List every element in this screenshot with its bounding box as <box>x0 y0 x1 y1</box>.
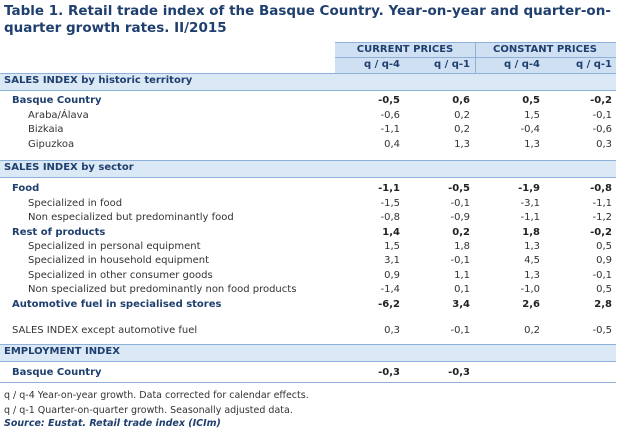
cell-value: -0,4 <box>520 124 540 135</box>
section-title: SALES INDEX by sector <box>4 162 134 173</box>
row-label: Rest of products <box>12 227 106 238</box>
cell-value: -3,1 <box>520 198 540 209</box>
column-header: q / q-1 <box>433 59 470 70</box>
row-label: Specialized in personal equipment <box>28 241 201 252</box>
row-label: Specialized in household equipment <box>28 255 210 266</box>
cell-value: 2,6 <box>522 299 540 310</box>
footnote: q / q-1 Quarter-on-quarter growth. Seaso… <box>4 405 293 416</box>
cell-value: -0,5 <box>378 95 400 106</box>
cell-value: -1,2 <box>592 212 612 223</box>
cell-value: -1,4 <box>380 284 400 295</box>
cell-value: 0,4 <box>384 139 400 150</box>
cell-value: 0,9 <box>384 270 400 281</box>
column-group: CURRENT PRICES <box>356 44 454 55</box>
cell-value: -1,5 <box>380 198 400 209</box>
cell-value: -1,1 <box>378 183 400 194</box>
source: Source: Eustat. Retail trade index (ICIm… <box>4 418 221 429</box>
row-label: Basque Country <box>12 367 102 378</box>
cell-value: -0,1 <box>592 110 612 121</box>
column-header: q / q-4 <box>503 59 540 70</box>
row-label: Automotive fuel in specialised stores <box>12 299 222 310</box>
cell-value: -0,1 <box>592 270 612 281</box>
column-header: q / q-4 <box>363 59 400 70</box>
cell-value: 0,9 <box>596 255 612 266</box>
cell-value: 0,2 <box>454 124 470 135</box>
row-label: Gipuzkoa <box>28 139 75 150</box>
cell-value: -0,2 <box>590 227 612 238</box>
row-label: Specialized in food <box>28 198 123 209</box>
section-band <box>0 73 616 91</box>
cell-value: 1,5 <box>524 110 540 121</box>
cell-value: -0,8 <box>590 183 612 194</box>
cell-value: -0,2 <box>590 95 612 106</box>
cell-value: 0,6 <box>452 95 470 106</box>
table-title: Table 1. Retail trade index of the Basqu… <box>4 3 611 36</box>
cell-value: -1,1 <box>592 198 612 209</box>
cell-value: 1,3 <box>524 241 540 252</box>
cell-value: 0,3 <box>384 325 400 336</box>
row-label: Araba/Álava <box>28 110 89 121</box>
cell-value: -1,1 <box>380 124 400 135</box>
header-divider <box>475 42 476 73</box>
table-bottom <box>0 382 616 383</box>
cell-value: 1,5 <box>384 241 400 252</box>
cell-value: 0,2 <box>452 227 470 238</box>
cell-value: 1,4 <box>382 227 400 238</box>
row-label: Bizkaia <box>28 124 64 135</box>
column-group: CONSTANT PRICES <box>493 44 597 55</box>
section-band <box>0 344 616 362</box>
cell-value: -0,3 <box>448 367 470 378</box>
footnote: q / q-4 Year-on-year growth. Data correc… <box>4 390 309 401</box>
cell-value: 1,8 <box>454 241 470 252</box>
cell-value: -0,5 <box>592 325 612 336</box>
row-label: Basque Country <box>12 95 102 106</box>
cell-value: 0,3 <box>596 139 612 150</box>
cell-value: 4,5 <box>524 255 540 266</box>
cell-value: 1,8 <box>522 227 540 238</box>
column-header: q / q-1 <box>575 59 612 70</box>
cell-value: -0,6 <box>380 110 400 121</box>
cell-value: 1,3 <box>524 139 540 150</box>
cell-value: -1,1 <box>520 212 540 223</box>
cell-value: 1,1 <box>454 270 470 281</box>
cell-value: 0,2 <box>524 325 540 336</box>
row-label: Non specialized but predominantly non fo… <box>28 284 297 295</box>
row-label: Non especialized but predominantly food <box>28 212 234 223</box>
cell-value: 1,3 <box>454 139 470 150</box>
cell-value: 0,1 <box>454 284 470 295</box>
cell-value: -0,3 <box>378 367 400 378</box>
section-band <box>0 160 616 178</box>
cell-value: 0,5 <box>596 284 612 295</box>
cell-value: 1,3 <box>524 270 540 281</box>
cell-value: -0,1 <box>450 198 470 209</box>
cell-value: -1,9 <box>518 183 540 194</box>
cell-value: 0,5 <box>522 95 540 106</box>
section-title: EMPLOYMENT INDEX <box>4 346 120 357</box>
cell-value: -0,8 <box>380 212 400 223</box>
cell-value: 3,4 <box>452 299 470 310</box>
cell-value: 2,8 <box>594 299 612 310</box>
cell-value: -0,5 <box>448 183 470 194</box>
row-label: Food <box>12 183 40 194</box>
cell-value: 0,5 <box>596 241 612 252</box>
cell-value: -0,1 <box>450 255 470 266</box>
cell-value: -1,0 <box>520 284 540 295</box>
section-title: SALES INDEX by historic territory <box>4 75 193 86</box>
cell-value: -0,1 <box>450 325 470 336</box>
cell-value: 0,2 <box>454 110 470 121</box>
row-label: Specialized in other consumer goods <box>28 270 213 281</box>
cell-value: 3,1 <box>384 255 400 266</box>
cell-value: -0,9 <box>450 212 470 223</box>
row-label: SALES INDEX except automotive fuel <box>12 325 198 336</box>
cell-value: -0,6 <box>592 124 612 135</box>
cell-value: -6,2 <box>378 299 400 310</box>
